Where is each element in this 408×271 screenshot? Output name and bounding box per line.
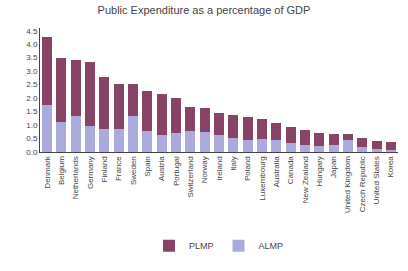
svg-text:Switzerland: Switzerland — [186, 156, 195, 197]
svg-text:Belgium: Belgium — [57, 156, 66, 185]
svg-text:Austria: Austria — [157, 156, 166, 181]
svg-text:PLMP: PLMP — [189, 241, 214, 251]
svg-text:Poland: Poland — [243, 156, 252, 181]
svg-text:Korea: Korea — [386, 156, 395, 178]
svg-text:ALMP: ALMP — [259, 241, 284, 251]
svg-text:Canada: Canada — [286, 156, 295, 185]
svg-text:0.0: 0.0 — [26, 148, 38, 157]
svg-text:Japan: Japan — [329, 156, 338, 178]
svg-text:Australia: Australia — [272, 156, 281, 188]
svg-text:Netherlands: Netherlands — [71, 156, 80, 199]
svg-text:Portugal: Portugal — [172, 156, 181, 186]
svg-text:Public Expenditure as a percen: Public Expenditure as a percentage of GD… — [98, 4, 311, 16]
svg-text:New Zealand: New Zealand — [301, 156, 310, 203]
svg-text:1.0: 1.0 — [26, 121, 38, 130]
svg-text:Ireland: Ireland — [215, 156, 224, 180]
svg-text:Denmark: Denmark — [43, 155, 52, 188]
svg-text:4.5: 4.5 — [26, 27, 38, 36]
svg-text:2.5: 2.5 — [26, 80, 38, 89]
svg-text:1.5: 1.5 — [26, 107, 38, 116]
svg-text:Spain: Spain — [143, 156, 152, 176]
svg-text:3.5: 3.5 — [26, 53, 38, 62]
svg-text:Norway: Norway — [200, 156, 209, 183]
svg-text:Hungary: Hungary — [315, 156, 324, 186]
svg-text:3.0: 3.0 — [26, 67, 38, 76]
svg-text:Italy: Italy — [229, 156, 238, 171]
svg-text:United States: United States — [372, 156, 381, 204]
svg-text:Finland: Finland — [100, 156, 109, 182]
svg-text:Germany: Germany — [86, 156, 95, 189]
svg-text:4.0: 4.0 — [26, 40, 38, 49]
svg-text:Sweden: Sweden — [129, 156, 138, 185]
svg-text:2.0: 2.0 — [26, 94, 38, 103]
svg-text:United Kingdom: United Kingdom — [343, 156, 352, 213]
svg-text:Luxembourg: Luxembourg — [258, 156, 267, 200]
svg-text:France: France — [114, 156, 123, 181]
svg-text:0.5: 0.5 — [26, 134, 38, 143]
svg-text:Czech Republic: Czech Republic — [358, 156, 367, 212]
